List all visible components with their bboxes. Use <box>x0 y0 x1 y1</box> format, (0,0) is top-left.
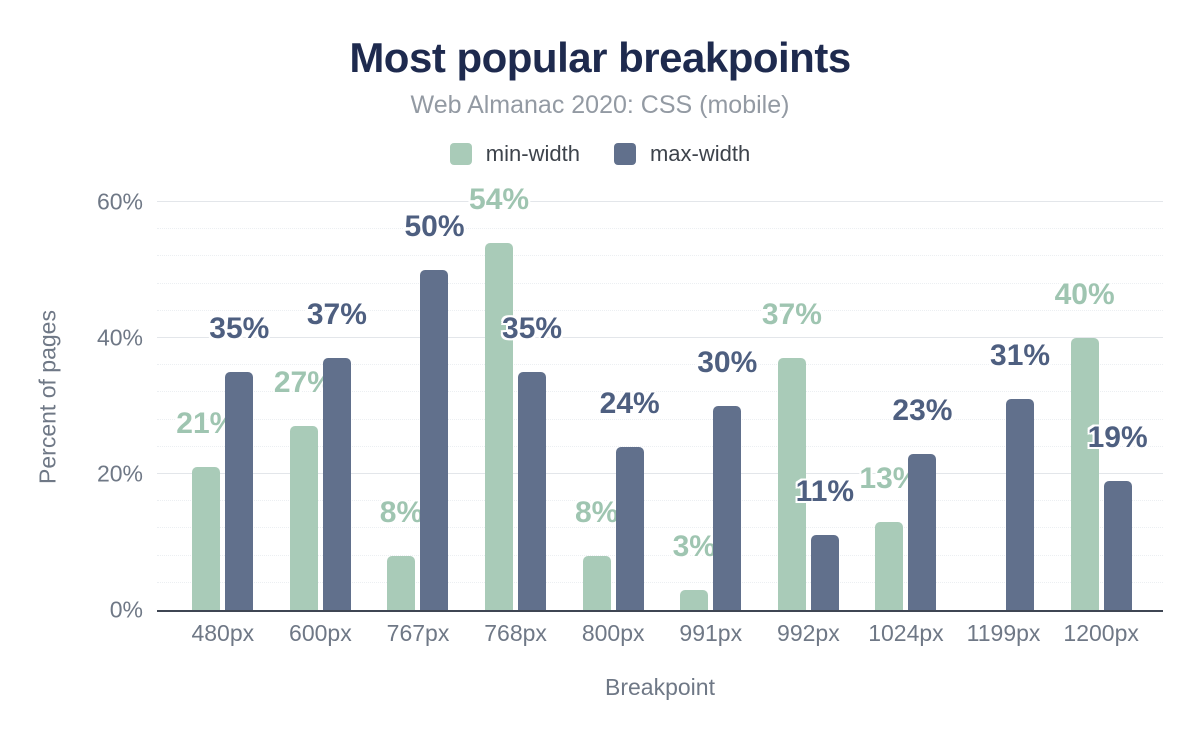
minor-gridline <box>157 418 1163 420</box>
bar-group-1200px: 40% 19% 1200px <box>1052 185 1150 647</box>
max-width-bar-value-label: 31% <box>990 339 1051 373</box>
y-tick-label: 40% <box>96 324 143 351</box>
max-width-bar: 31% <box>990 341 1050 610</box>
x-tick-label: 800px <box>581 620 645 646</box>
bar-groups: 21% 35% 480px 27% 37% 600px 8% 50% 767px 54% 35% 76… <box>174 184 1150 647</box>
max-width-bar: 24% <box>600 388 660 610</box>
minor-gridline <box>157 554 1163 556</box>
x-tick-label: 991px <box>679 620 743 646</box>
minor-gridline <box>157 309 1163 311</box>
min-width-bar: 3% <box>673 531 716 610</box>
bar-group-992px: 37% 11% 992px <box>760 185 858 646</box>
min-width-bar-value-label: 8% <box>379 495 424 529</box>
x-tick-label: 600px <box>289 620 352 646</box>
major-gridline <box>157 473 1163 474</box>
minor-gridline <box>157 391 1163 393</box>
legend-label: max-width <box>649 141 751 166</box>
y-tick-label: 0% <box>109 596 143 623</box>
major-gridline <box>157 337 1163 338</box>
bar-group-1199px: 31% 1199px <box>955 185 1053 646</box>
min-width-bar: 8% <box>575 497 618 610</box>
bar-group-767px: 8% 50% 767px <box>369 185 467 647</box>
max-width-bar: 23% <box>892 395 952 610</box>
minor-gridline <box>157 500 1163 502</box>
min-width-bar: 37% <box>762 300 822 610</box>
max-width-bar: 19% <box>1088 422 1148 610</box>
legend-swatch-max-width <box>613 143 636 165</box>
legend: min-width max-width <box>0 141 1200 167</box>
minor-gridline <box>157 364 1163 366</box>
max-width-bar: 30% <box>697 348 757 610</box>
max-width-bar: 11% <box>796 477 854 610</box>
max-width-bar-value-label: 35% <box>502 312 563 345</box>
plot-area: 0% 20% 40% 60% 21% 35% 480px 27% 37% 600px 8% 50% 76… <box>97 184 1163 647</box>
bar-group-768px: 54% 35% 768px <box>467 184 565 646</box>
min-width-bar: 21% <box>176 409 236 610</box>
bar-group-800px: 8% 24% 800px <box>564 185 662 646</box>
legend-item-min-width: min-width <box>449 141 580 167</box>
y-tick-label: 60% <box>96 188 143 215</box>
minor-gridline <box>157 282 1163 284</box>
bar-group-480px: 21% 35% 480px <box>174 185 272 647</box>
chart-subtitle: Web Almanac 2020: CSS (mobile) <box>410 91 790 119</box>
bar-group-600px: 27% 37% 600px <box>272 185 370 646</box>
minor-gridline <box>157 255 1163 257</box>
min-width-bar-value-label: 3% <box>672 529 716 563</box>
min-width-bar: 54% <box>469 184 529 610</box>
legend-item-max-width: max-width <box>613 141 751 167</box>
bar-group-1024px: 13% 23% 1024px <box>857 185 955 646</box>
max-width-bar-value-label: 35% <box>209 312 270 345</box>
max-width-bar: 35% <box>502 314 562 610</box>
major-gridline <box>157 201 1163 202</box>
max-width-bar: 50% <box>404 212 465 610</box>
max-width-bar-value-label: 50% <box>404 210 465 243</box>
minor-gridline <box>157 527 1163 529</box>
min-width-bar: 8% <box>380 497 423 610</box>
y-tick-label: 20% <box>96 460 143 487</box>
max-width-bar-value-label: 30% <box>697 346 758 379</box>
max-width-bar-value-label: 37% <box>306 298 367 332</box>
legend-label: min-width <box>485 141 580 166</box>
x-axis-title: Breakpoint <box>605 674 715 700</box>
min-width-bar-value-label: 40% <box>1054 278 1115 311</box>
legend-swatch-min-width <box>449 143 472 165</box>
x-tick-label: 1199px <box>966 620 1041 646</box>
min-width-bar-value-label: 54% <box>469 182 530 216</box>
min-width-bar: 40% <box>1055 280 1115 610</box>
min-width-bar-value-label: 8% <box>574 495 619 529</box>
chart-title: Most popular breakpoints <box>349 34 851 81</box>
minor-gridline <box>157 228 1163 230</box>
y-axis-title: Percent of pages <box>34 310 61 484</box>
max-width-bar-value-label: 24% <box>599 386 660 420</box>
bar-group-991px: 3% 30% 991px <box>662 185 760 647</box>
max-width-bar: 35% <box>209 314 269 610</box>
min-width-bar-value-label: 37% <box>761 298 822 332</box>
x-tick-label: 1024px <box>868 620 944 646</box>
minor-gridline <box>157 581 1163 583</box>
x-tick-label: 480px <box>191 620 255 646</box>
max-width-bar-value-label: 11% <box>795 475 855 509</box>
max-width-bar: 37% <box>307 300 367 610</box>
x-tick-label: 1200px <box>1063 620 1139 646</box>
minor-gridline <box>157 445 1163 447</box>
x-tick-label: 767px <box>386 620 450 646</box>
max-width-bar-value-label: 23% <box>892 393 953 427</box>
max-width-bar-value-label: 19% <box>1087 420 1148 454</box>
min-width-bar: 27% <box>274 368 334 610</box>
x-tick-label: 768px <box>484 620 547 646</box>
x-tick-label: 992px <box>777 620 840 646</box>
min-width-bar: 13% <box>859 463 919 610</box>
